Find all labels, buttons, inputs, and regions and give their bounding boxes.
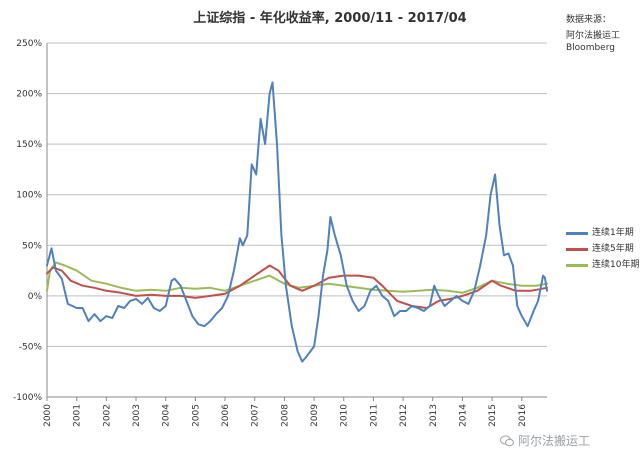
legend-label-5y: 连续5年期: [592, 244, 634, 254]
series-line-10y: [46, 261, 548, 294]
y-tick-label: -100%: [13, 393, 42, 403]
y-tick-label: 0%: [28, 292, 43, 302]
x-tick-label: 2003: [132, 404, 142, 427]
chart-title: 上证综指 - 年化收益率, 2000/11 - 2017/04: [193, 11, 467, 26]
x-tick-label: 2009: [310, 404, 320, 427]
x-tick-label: 2006: [221, 404, 231, 427]
source-line-label: 数据来源：: [566, 15, 612, 25]
x-tick-label: 2014: [458, 404, 468, 427]
watermark: 阿尔法搬运工: [500, 432, 590, 449]
legend-label-10y: 连续10年期: [592, 260, 640, 270]
x-tick-label: 2004: [162, 404, 172, 427]
x-tick-label: 2015: [488, 404, 498, 427]
legend-swatch-5y: [566, 248, 588, 251]
legend-item-10y: 连续10年期: [566, 258, 639, 274]
legend-label-1y: 连续1年期: [592, 228, 634, 238]
y-tick-label: 250%: [16, 39, 42, 49]
legend-swatch-1y: [566, 232, 588, 235]
x-tick-label: 2001: [73, 404, 83, 427]
data-source-note: 数据来源： 阿尔法搬运工 Bloomberg: [566, 14, 620, 54]
x-tick-label: 2013: [429, 404, 439, 427]
legend-item-1y: 连续1年期: [566, 226, 639, 242]
y-tick-label: -50%: [19, 342, 43, 352]
legend-item-5y: 连续5年期: [566, 242, 639, 258]
legend-swatch-10y: [566, 264, 588, 267]
x-tick-label: 2011: [369, 404, 379, 427]
chart-legend: 连续1年期 连续5年期 连续10年期: [566, 226, 639, 274]
x-tick-label: 2007: [251, 404, 261, 427]
y-tick-label: 200%: [16, 90, 42, 100]
y-tick-label: 50%: [22, 241, 42, 251]
watermark-text: 阿尔法搬运工: [518, 434, 591, 448]
x-tick-label: 2012: [399, 404, 409, 427]
x-tick-label: 2005: [191, 404, 201, 427]
wechat-icon: [500, 435, 514, 447]
x-tick-label: 2002: [102, 404, 112, 427]
x-tick-label: 2000: [43, 404, 53, 427]
source-line-provider: Bloomberg: [566, 43, 615, 53]
x-tick-label: 2010: [340, 404, 350, 427]
y-tick-label: 100%: [16, 191, 42, 201]
y-tick-label: 150%: [16, 140, 42, 150]
x-tick-label: 2008: [280, 404, 290, 427]
source-line-author: 阿尔法搬运工: [566, 31, 621, 41]
x-tick-label: 2016: [518, 404, 528, 427]
series-line-1y: [46, 81, 548, 363]
